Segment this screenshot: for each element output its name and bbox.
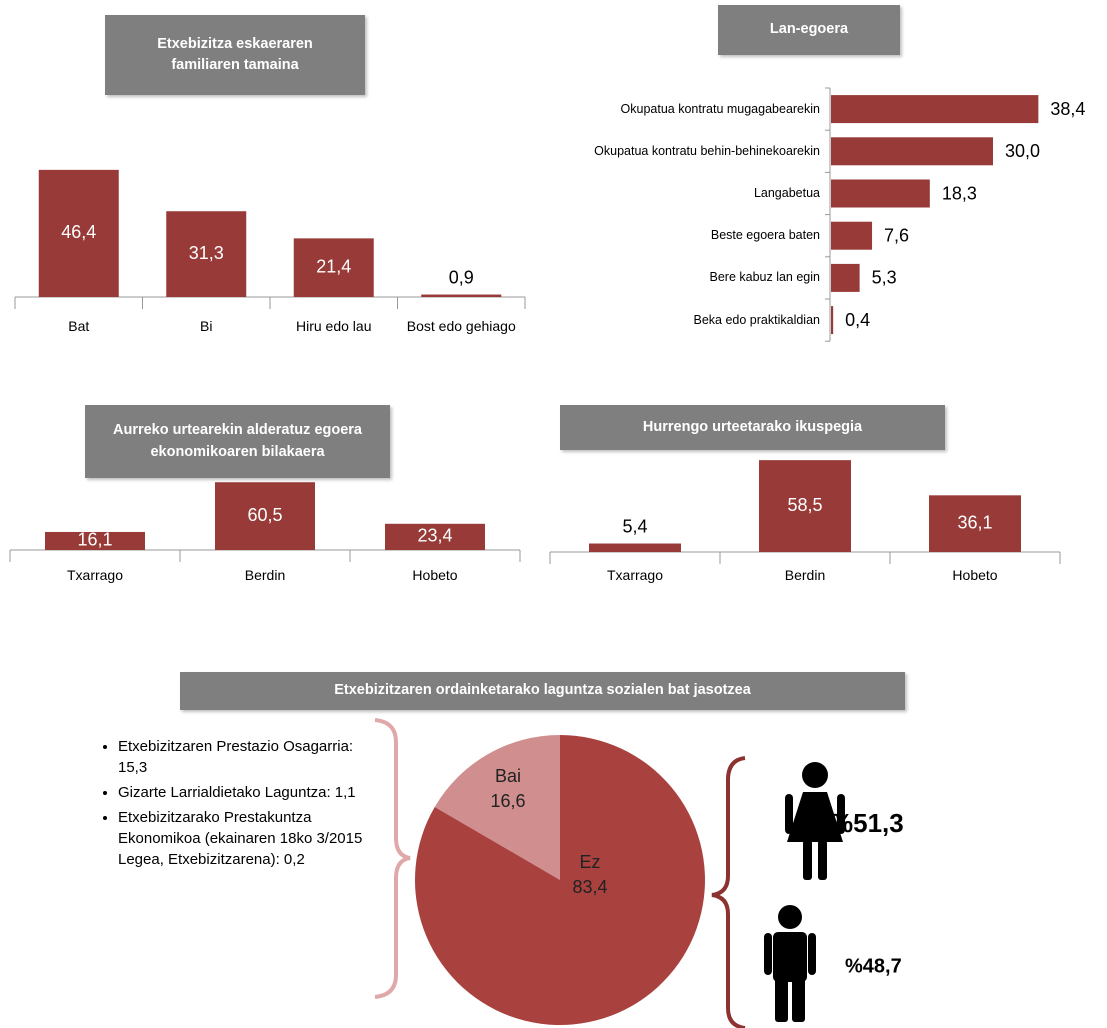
value-label: 60,5: [247, 505, 282, 525]
icon-head: [778, 905, 802, 929]
icon-head: [802, 762, 828, 788]
value-label: 30,0: [1005, 141, 1040, 161]
value-label: 36,1: [957, 512, 992, 532]
bar: [831, 263, 860, 292]
value-label: 18,3: [942, 183, 977, 203]
notes-list: Etxebizitzaren Prestazio Osagarria: 15,3…: [88, 736, 418, 874]
icon-arm: [837, 794, 845, 834]
pie-slice: [414, 735, 705, 1025]
slice-value: 16,6: [490, 791, 525, 811]
chart-title: Etxebizitza eskaeraren familiaren tamain…: [105, 15, 365, 95]
bar: [929, 495, 1021, 552]
icon-arm: [785, 794, 793, 834]
value-label: 23,4: [417, 526, 452, 546]
value-label: 31,3: [189, 243, 224, 263]
bar: [589, 543, 681, 552]
icon-body: [773, 932, 807, 982]
bar: [831, 95, 1039, 124]
bar: [293, 238, 374, 297]
value-label: 21,4: [316, 256, 351, 276]
slice-value: 83,4: [572, 877, 607, 897]
note-item: Gizarte Larrialdietako Laguntza: 1,1: [118, 782, 376, 803]
y-tick-label: Langabetua: [753, 185, 820, 200]
y-tick-label: Okupatua kontratu mugagabearekin: [620, 101, 820, 116]
slice-name: Bai: [495, 766, 521, 786]
value-label: 16,1: [77, 530, 112, 550]
chart-title: Aurreko urtearekin alderatuz egoera ekon…: [85, 405, 390, 478]
chart-title: Etxebizitzaren ordainketarako laguntza s…: [180, 672, 905, 710]
brace-right: [711, 756, 746, 1028]
x-tick-label: Hobeto: [412, 567, 458, 583]
slice-name: Ez: [579, 852, 600, 872]
icon-leg: [803, 840, 812, 880]
pie-slice: [434, 735, 560, 880]
gender-share: %48,7: [845, 955, 902, 977]
bar: [215, 482, 315, 550]
x-tick-label: Hiru edo lau: [296, 318, 372, 334]
x-tick-label: Bat: [68, 318, 90, 334]
value-label: 0,9: [449, 267, 474, 287]
person-icon: [764, 905, 816, 1022]
icon-body: [787, 792, 843, 842]
y-tick-label: Okupatua kontratu behin-behinekoarekin: [594, 143, 820, 158]
chart-title: Lan-egoera: [718, 5, 900, 55]
icon-leg: [818, 840, 827, 880]
y-tick-label: Bere kabuz lan egin: [709, 270, 821, 285]
bar: [831, 137, 993, 166]
x-tick-label: Bi: [200, 318, 213, 334]
value-label: 46,4: [61, 222, 96, 242]
person-icon: [785, 762, 845, 880]
icon-arm: [808, 933, 816, 975]
icon-arm: [764, 933, 772, 975]
value-label: 38,4: [1050, 99, 1085, 119]
icon-leg: [792, 977, 805, 1022]
y-tick-label: Beka edo praktikaldian: [693, 312, 820, 327]
value-label: 5,3: [872, 268, 897, 288]
bar: [45, 531, 145, 550]
y-tick-label: Beste egoera baten: [710, 228, 820, 243]
x-tick-label: Txarrago: [606, 567, 664, 583]
bar: [166, 211, 247, 297]
note-item: Etxebizitzarako Prestakuntza Ekonomikoa …: [118, 807, 376, 870]
icon-leg: [775, 977, 788, 1022]
bar: [759, 460, 851, 552]
bar: [385, 523, 485, 550]
value-label: 58,5: [787, 495, 822, 515]
chart-title: Hurrengo urteetarako ikuspegia: [560, 405, 945, 450]
gender-share: %51,3: [830, 808, 904, 838]
x-tick-label: Bost edo gehiago: [406, 318, 516, 334]
brace-left: [374, 718, 411, 999]
x-tick-label: Hobeto: [952, 567, 998, 583]
bar: [831, 221, 873, 250]
bar: [421, 294, 502, 297]
value-label: 0,4: [845, 310, 870, 330]
x-tick-label: Berdin: [244, 567, 286, 583]
note-item: Etxebizitzaren Prestazio Osagarria: 15,3: [118, 736, 376, 778]
value-label: 7,6: [884, 225, 909, 245]
bar: [38, 169, 119, 297]
bar: [831, 179, 930, 208]
value-label: 5,4: [622, 516, 647, 536]
x-tick-label: Berdin: [784, 567, 826, 583]
bar: [831, 306, 834, 335]
x-tick-label: Txarrago: [66, 567, 124, 583]
